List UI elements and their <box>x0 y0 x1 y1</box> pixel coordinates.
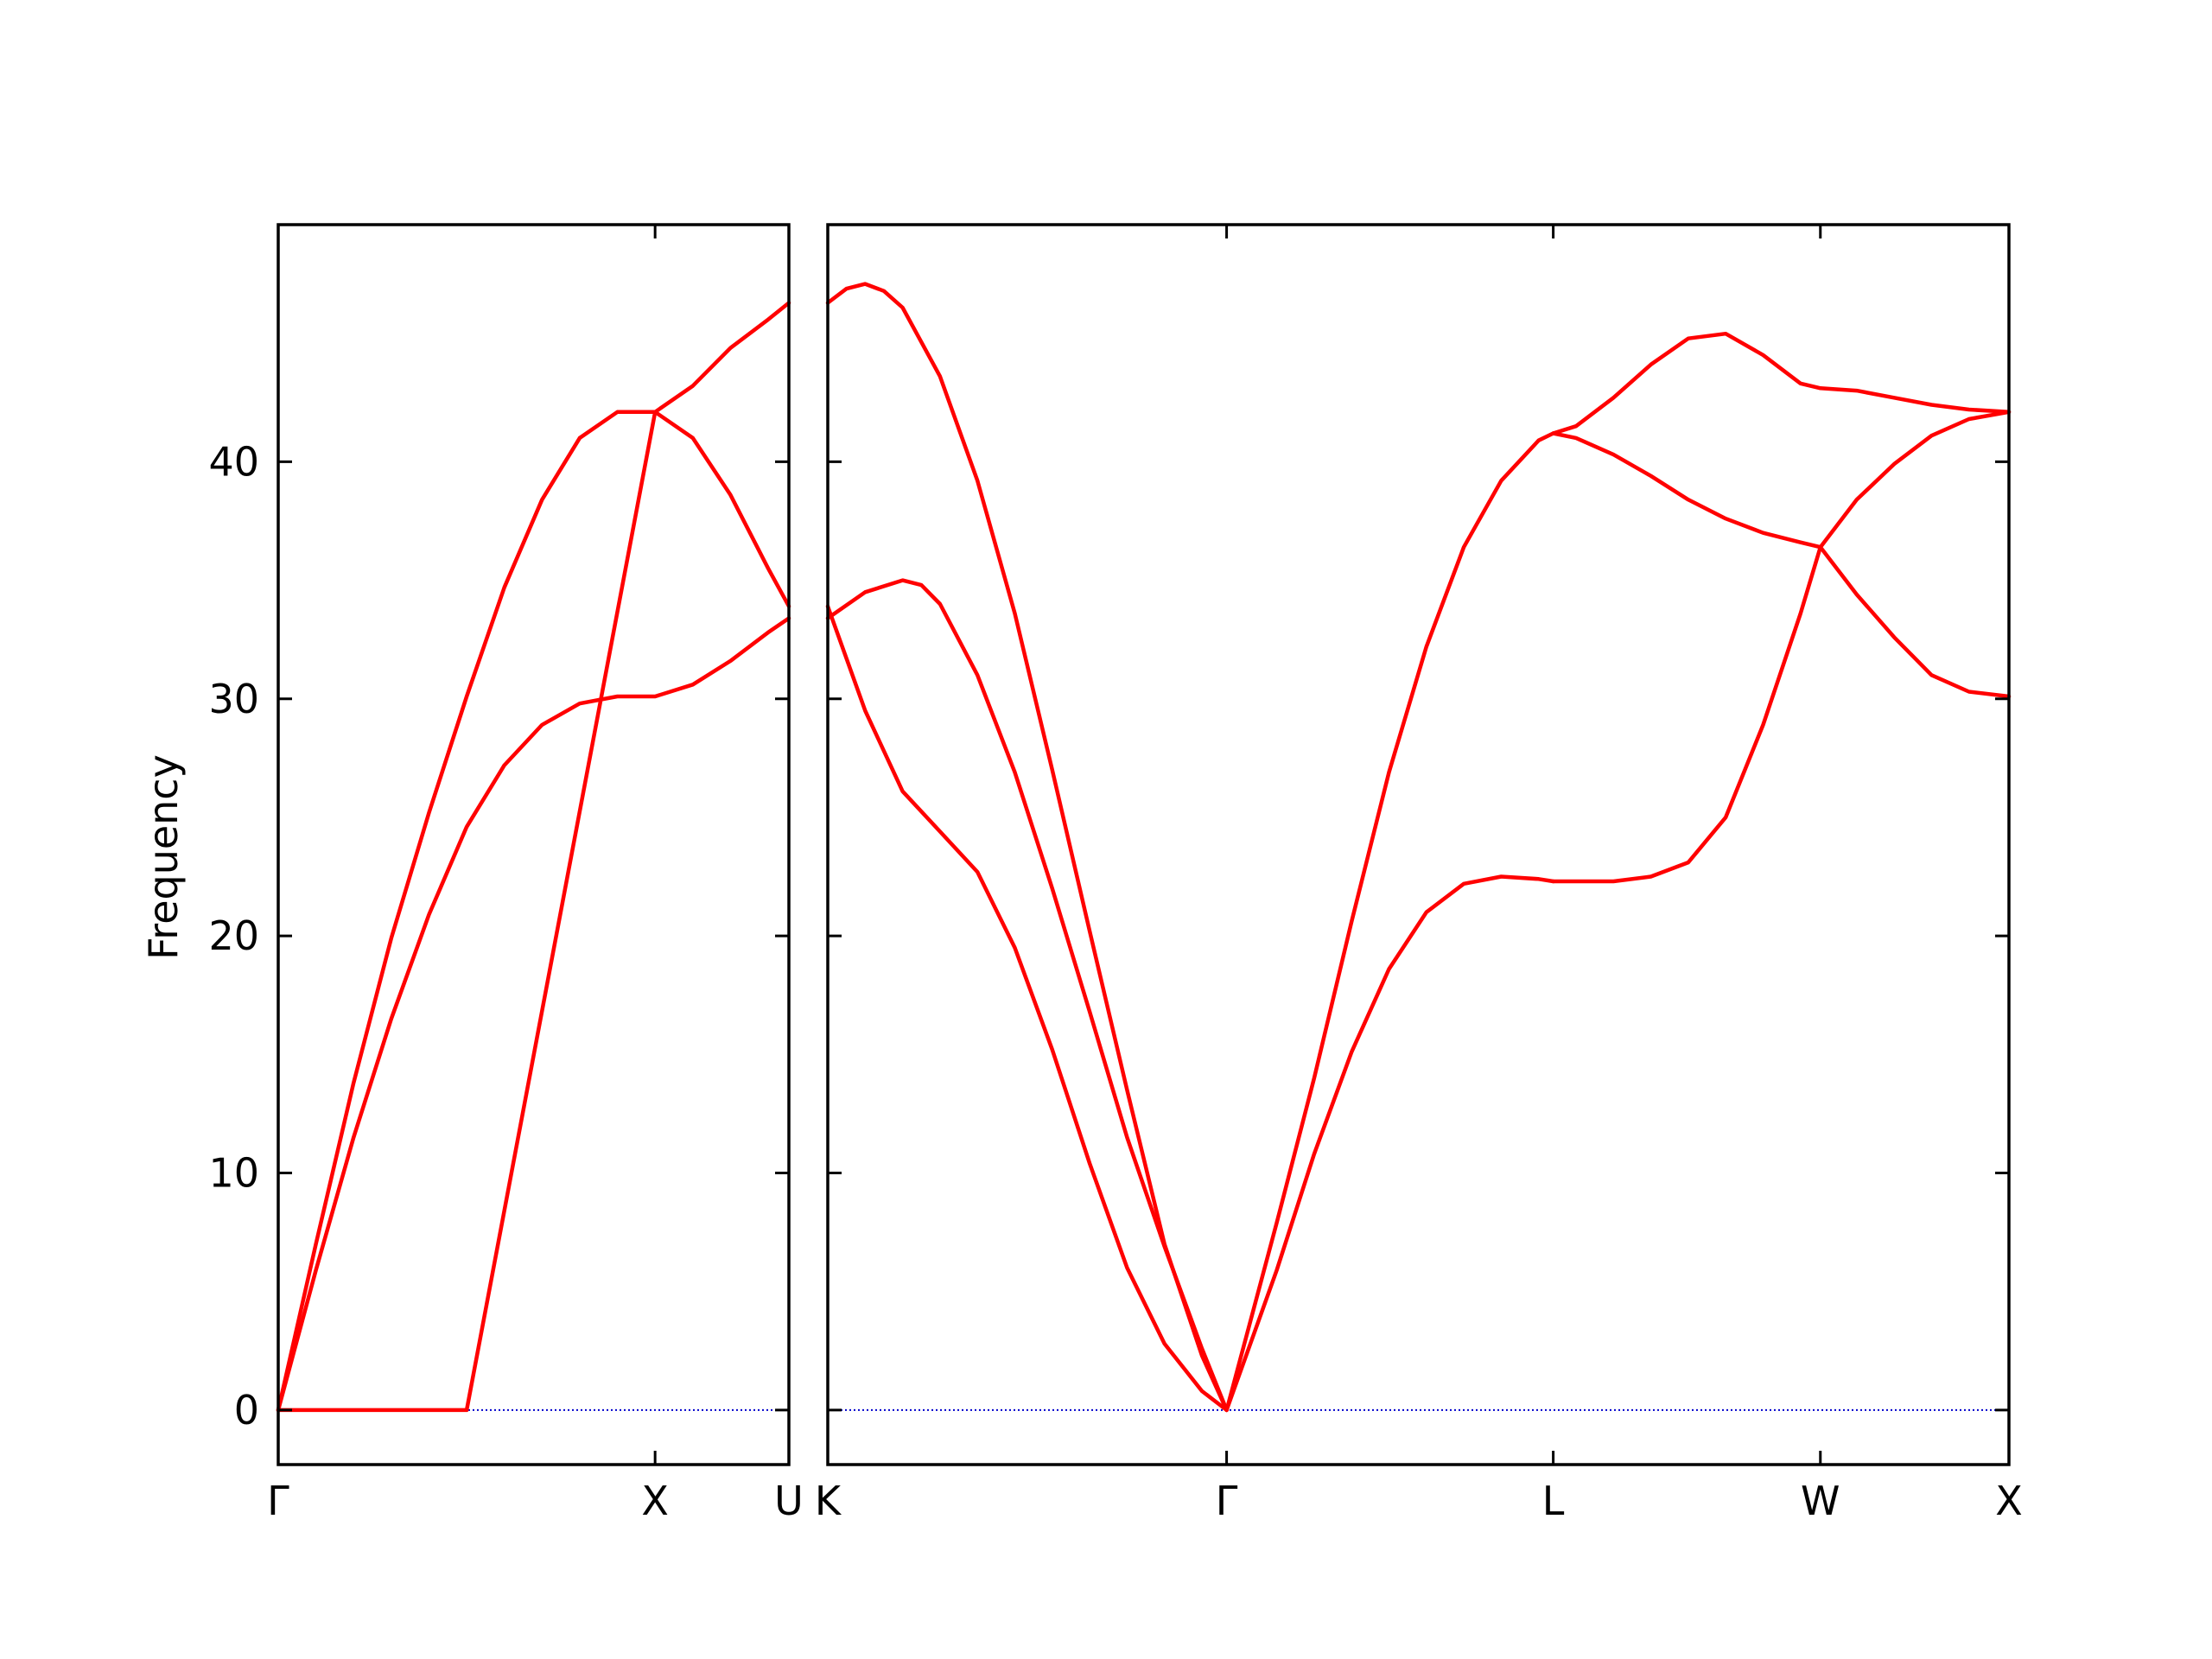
band-line-right-7 <box>1551 431 1823 550</box>
y-tick-label: 0 <box>234 1387 259 1433</box>
band-line-right-4 <box>1224 431 1555 1413</box>
band-line-left-1 <box>276 410 791 1413</box>
x-tick-label: W <box>1801 1478 1840 1524</box>
x-tick-label: Γ <box>267 1478 289 1524</box>
y-tick-label: 30 <box>208 676 259 722</box>
band-line-right-11 <box>1818 544 2012 699</box>
y-tick-label: 10 <box>208 1150 259 1197</box>
x-tick-label: X <box>641 1478 669 1524</box>
band-line-right-10 <box>1818 410 2012 550</box>
band-line-right-8 <box>1551 331 1823 435</box>
x-tick-label: U <box>774 1478 804 1524</box>
band-line-right-5 <box>1224 874 1555 1413</box>
x-tick-label: X <box>1995 1478 2023 1524</box>
band-line-right-9 <box>1818 386 2012 415</box>
axes-frame-right <box>826 223 2011 1466</box>
y-tick-label: 40 <box>208 438 259 485</box>
axes-frame-left <box>276 223 791 1466</box>
x-tick-label: L <box>1542 1478 1565 1524</box>
x-tick-label: Γ <box>1216 1478 1238 1524</box>
panel-left: 0 10 20 30 40 Γ X U <box>208 223 804 1524</box>
y-tick-label: 20 <box>208 912 259 959</box>
band-line-right-6 <box>1551 544 1823 884</box>
x-tick-label: K <box>815 1478 842 1524</box>
band-line-right-1 <box>825 282 1229 1413</box>
band-line-left-3 <box>276 301 791 1413</box>
band-line-right-3 <box>825 604 1229 1413</box>
band-line-right-2 <box>825 578 1229 1413</box>
band-line-left-2 <box>276 616 791 1413</box>
y-axis-label: Frequency <box>140 754 187 960</box>
